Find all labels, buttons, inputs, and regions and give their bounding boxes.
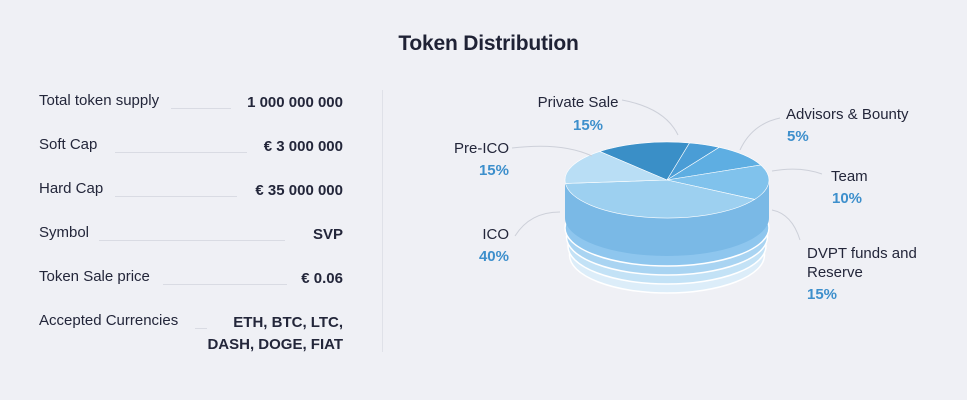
spec-label: Accepted Currencies [39, 312, 179, 329]
spec-label: Hard Cap [39, 180, 104, 197]
spec-value: € 35 000 000 [255, 182, 343, 199]
leader-line [99, 240, 285, 241]
spec-value: SVP [312, 226, 343, 243]
slice-percent: 40% [479, 248, 509, 265]
leader-line [739, 117, 781, 151]
token-specs: Total token supply 1 000 000 000 Soft Ca… [39, 92, 343, 362]
slice-percent: 10% [832, 190, 862, 207]
leader-line [195, 328, 207, 329]
spec-label: Total token supply [39, 92, 160, 109]
spec-value: ETH, BTC, LTC, DASH, DOGE, FIAT [207, 312, 343, 356]
slice-label: Team [831, 168, 868, 185]
spec-row-hard-cap: Hard Cap € 35 000 000 [39, 180, 343, 224]
leader-line [115, 152, 247, 153]
pie-slice-dvpt-funds-and-reserve [666, 164, 770, 200]
slice-label: Private Sale [538, 94, 619, 111]
spec-label: Symbol [39, 224, 90, 241]
leader-line [115, 196, 237, 197]
spec-row-symbol: Symbol SVP [39, 224, 343, 268]
leader-line [163, 284, 287, 285]
spec-row-total-supply: Total token supply 1 000 000 000 [39, 92, 343, 136]
slice-percent: 15% [479, 162, 509, 179]
leader-line [511, 145, 593, 157]
spec-value-line: DASH, DOGE, FIAT [207, 336, 343, 353]
pie-slice-private-sale [598, 141, 691, 181]
slice-label: DVPT funds and [807, 245, 917, 262]
spec-row-sale-price: Token Sale price € 0.06 [39, 268, 343, 312]
spec-value: € 0.06 [301, 270, 343, 287]
pie-slice-pre-ico [564, 151, 668, 184]
slice-label: ICO [482, 226, 509, 243]
spec-value-line: ETH, BTC, LTC, [233, 314, 343, 331]
pie-slice-ico [565, 179, 756, 219]
leader-line [514, 211, 561, 237]
spec-value: 1 000 000 000 [247, 94, 343, 111]
slice-label: Pre-ICO [454, 140, 509, 157]
slice-percent: 5% [787, 128, 809, 145]
spec-label: Soft Cap [39, 136, 98, 153]
page-title: Token Distribution [398, 32, 579, 55]
leader-line [621, 99, 679, 136]
slice-label: Reserve [807, 264, 863, 281]
spec-value: € 3 000 000 [263, 138, 343, 155]
leader-line [771, 168, 823, 175]
spec-label: Token Sale price [39, 268, 150, 285]
spec-row-currencies: Accepted Currencies ETH, BTC, LTC, DASH,… [39, 312, 343, 362]
column-divider [382, 90, 383, 352]
slice-percent: 15% [573, 117, 603, 134]
slice-percent: 15% [807, 286, 837, 303]
spec-row-soft-cap: Soft Cap € 3 000 000 [39, 136, 343, 180]
leader-line [771, 209, 801, 241]
leader-line [171, 108, 231, 109]
slice-label: Advisors & Bounty [786, 106, 909, 123]
